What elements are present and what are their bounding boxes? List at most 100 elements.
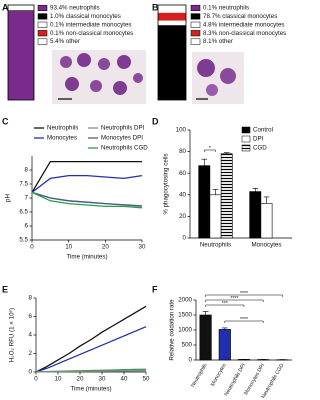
- significance-label: ****: [240, 291, 248, 297]
- legend-label: 0.1% non-classical monocytes: [50, 30, 133, 37]
- y-tick-label: 0: [29, 369, 33, 376]
- x-tick-label: Neutrophils: [190, 362, 209, 388]
- significance-bracket: [205, 304, 245, 307]
- y-tick-label: 7: [25, 195, 29, 202]
- x-axis-label: Time (minutes): [70, 386, 111, 393]
- legend-label: 8.1% other: [203, 38, 233, 45]
- bar-outline: [157, 4, 187, 101]
- series-line: [35, 369, 147, 373]
- panel-letter: E: [2, 284, 8, 294]
- bar-segment: [8, 10, 34, 12]
- significance-bracket: [205, 299, 264, 302]
- bar-outline: [7, 4, 35, 101]
- legend-swatch: [37, 30, 48, 37]
- legend-label: Monocytes DPI: [101, 135, 143, 142]
- error-bar: [252, 188, 259, 192]
- y-tick-label: 6: [25, 223, 29, 230]
- significance-label: ****: [230, 296, 238, 302]
- legend-label: DPI: [253, 136, 264, 143]
- y-axis-label: Relative oxidation rate: [169, 299, 176, 361]
- legend-label: 93.4% neutrophils: [50, 5, 100, 12]
- bar: [209, 194, 222, 239]
- x-tick-label: Monocytes: [210, 362, 228, 387]
- y-tick-label: 2000: [178, 297, 192, 304]
- significance-label: ***: [222, 301, 228, 307]
- legend-label: 0.1% intermediate monocytes: [50, 21, 132, 28]
- x-tick-label: Neutrophils: [200, 242, 231, 249]
- legend-swatch: [241, 135, 251, 143]
- legend-swatch: [37, 38, 48, 45]
- x-tick-label: 50: [143, 376, 150, 383]
- panel-letter: C: [2, 116, 9, 126]
- y-tick-label: 500: [182, 342, 193, 349]
- x-tick-label: 0: [30, 244, 34, 251]
- error-bar: [263, 196, 270, 204]
- error-bar: [202, 311, 209, 315]
- y-tick-label: 4: [29, 332, 33, 339]
- y-tick-label: 6.5: [19, 209, 28, 216]
- panel-letter: A: [2, 2, 9, 12]
- error-bar: [221, 327, 228, 330]
- x-tick-label: 40: [121, 376, 128, 383]
- x-tick-label: 0: [34, 376, 38, 383]
- panel-letter: D: [152, 116, 159, 126]
- series-line: [35, 326, 147, 373]
- y-tick-label: 80: [179, 148, 186, 155]
- x-tick-label: 20: [102, 244, 109, 251]
- x-tick-label: 10: [55, 376, 62, 383]
- bar-segment: [8, 11, 34, 101]
- significance-bracket: [204, 149, 216, 152]
- bar-segment: [8, 5, 34, 11]
- legend-swatch: [190, 13, 201, 20]
- y-tick-label: 6: [29, 313, 33, 320]
- legend-swatch: [190, 21, 201, 28]
- bar-segment: [158, 5, 186, 13]
- y-tick-label: 8: [29, 295, 33, 302]
- y-tick-label: 60: [179, 170, 186, 177]
- y-axis-label: % phagocytosing cells: [163, 153, 170, 214]
- micrograph-a: [52, 50, 146, 104]
- bar: [220, 153, 233, 239]
- y-tick-label: 0: [189, 357, 193, 364]
- series-line: [31, 160, 142, 193]
- legend-label: Neutrophils DPI: [101, 125, 145, 132]
- legend-swatch: [190, 38, 201, 45]
- error-bar: [201, 158, 208, 166]
- bar-segment: [158, 12, 186, 21]
- bar: [218, 329, 231, 361]
- panel-letter: F: [152, 284, 158, 294]
- series-line: [31, 191, 143, 207]
- legend-swatch: [37, 4, 48, 12]
- y-tick-label: 1000: [178, 327, 192, 334]
- micrograph-b: [192, 52, 244, 104]
- y-tick-label: 2: [29, 350, 33, 357]
- panel-letter: B: [152, 2, 159, 12]
- bar: [260, 203, 273, 239]
- legend-label: 5.4% other: [50, 38, 80, 45]
- y-axis-label: H₂O₂ RFU (1 × 10⁵): [9, 308, 16, 362]
- error-bar: [223, 152, 230, 154]
- bar: [198, 165, 211, 239]
- significance-label: ****: [240, 317, 248, 323]
- legend-label: Neutrophils CGD: [101, 145, 148, 152]
- x-tick-label: 30: [139, 244, 146, 251]
- significance-bracket: [224, 320, 264, 323]
- y-tick-label: 0: [183, 235, 187, 242]
- y-tick-label: 20: [179, 213, 186, 220]
- significance-label: *: [209, 146, 211, 152]
- y-tick-label: 40: [179, 191, 186, 198]
- bar: [249, 191, 262, 239]
- series-line: [31, 191, 143, 209]
- significance-bracket: [205, 294, 283, 297]
- bar: [199, 314, 212, 361]
- legend-swatch: [190, 4, 201, 12]
- x-axis-label: Time (minutes): [66, 254, 107, 261]
- series-line: [31, 174, 143, 193]
- x-tick-label: 20: [77, 376, 84, 383]
- y-tick-label: 7.5: [19, 181, 28, 188]
- legend-label: 1.0% classical monocytes: [50, 13, 121, 20]
- y-tick-label: 5.5: [19, 237, 28, 244]
- legend-label: Control: [253, 127, 273, 134]
